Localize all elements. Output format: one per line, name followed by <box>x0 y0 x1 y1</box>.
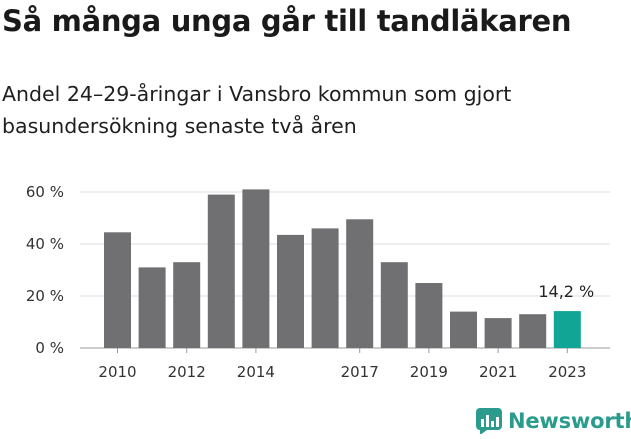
value-label-2023: 14,2 % <box>538 282 594 301</box>
x-tick-label: 2019 <box>410 363 448 381</box>
bar-2019 <box>415 283 443 348</box>
x-tick-label: 2010 <box>98 363 136 381</box>
x-tick-label: 2012 <box>168 363 206 381</box>
x-tick-label: 2023 <box>548 363 586 381</box>
y-tick-label: 40 % <box>26 235 64 253</box>
bar-2022 <box>519 314 547 348</box>
newsworthy-logo: Newsworthy <box>476 408 631 434</box>
bar-2020 <box>450 311 477 348</box>
bar-2012 <box>173 262 201 348</box>
bars <box>104 189 581 348</box>
bar-2018 <box>380 262 408 348</box>
x-axis-tick-labels: 2010 2012 2014 2017 2019 2021 2023 <box>98 348 586 381</box>
chart-title: Så många unga går till tandläkaren <box>2 4 572 38</box>
bar-2023 <box>553 311 581 348</box>
bar-2013 <box>207 194 235 348</box>
bar-2011 <box>138 267 166 348</box>
x-tick-label: 2017 <box>341 363 379 381</box>
bar-2016 <box>311 228 339 348</box>
bar-2014 <box>242 189 270 348</box>
chart-subtitle: Andel 24–29-åringar i Vansbro kommun som… <box>2 82 512 138</box>
y-tick-label: 0 % <box>35 339 64 357</box>
annotations: 14,2 % <box>538 282 594 301</box>
x-tick-label: 2014 <box>237 363 275 381</box>
y-tick-label: 60 % <box>26 183 64 201</box>
y-tick-label: 20 % <box>26 287 64 305</box>
bar-2015 <box>277 234 304 348</box>
newsworthy-chart-icon <box>476 408 502 434</box>
bar-2017 <box>346 219 374 348</box>
x-tick-label: 2021 <box>479 363 517 381</box>
brand-name: Newsworthy <box>508 409 631 433</box>
bar-2021 <box>484 318 512 348</box>
y-axis-tick-labels: 0 % 20 % 40 % 60 % <box>26 183 64 357</box>
bar-2010 <box>104 232 131 348</box>
